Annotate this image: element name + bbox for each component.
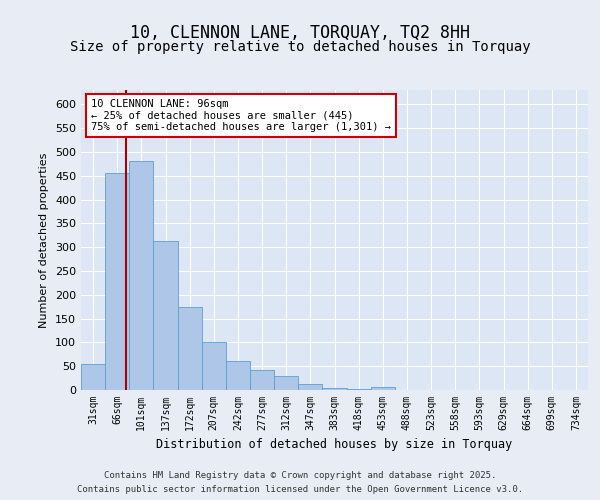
Text: 10 CLENNON LANE: 96sqm
← 25% of detached houses are smaller (445)
75% of semi-de: 10 CLENNON LANE: 96sqm ← 25% of detached… — [91, 99, 391, 132]
Bar — [81, 364, 105, 390]
X-axis label: Distribution of detached houses by size in Torquay: Distribution of detached houses by size … — [157, 438, 512, 452]
Bar — [154, 242, 178, 390]
Text: Size of property relative to detached houses in Torquay: Size of property relative to detached ho… — [70, 40, 530, 54]
Bar — [129, 162, 154, 390]
Bar — [178, 306, 202, 390]
Bar — [371, 386, 395, 390]
Bar — [202, 342, 226, 390]
Bar — [274, 376, 298, 390]
Y-axis label: Number of detached properties: Number of detached properties — [40, 152, 49, 328]
Bar — [226, 362, 250, 390]
Text: 10, CLENNON LANE, TORQUAY, TQ2 8HH: 10, CLENNON LANE, TORQUAY, TQ2 8HH — [130, 24, 470, 42]
Bar — [250, 370, 274, 390]
Text: Contains public sector information licensed under the Open Government Licence v3: Contains public sector information licen… — [77, 484, 523, 494]
Bar — [298, 384, 322, 390]
Bar — [105, 174, 129, 390]
Text: Contains HM Land Registry data © Crown copyright and database right 2025.: Contains HM Land Registry data © Crown c… — [104, 472, 496, 480]
Bar — [322, 388, 347, 390]
Bar — [347, 388, 371, 390]
